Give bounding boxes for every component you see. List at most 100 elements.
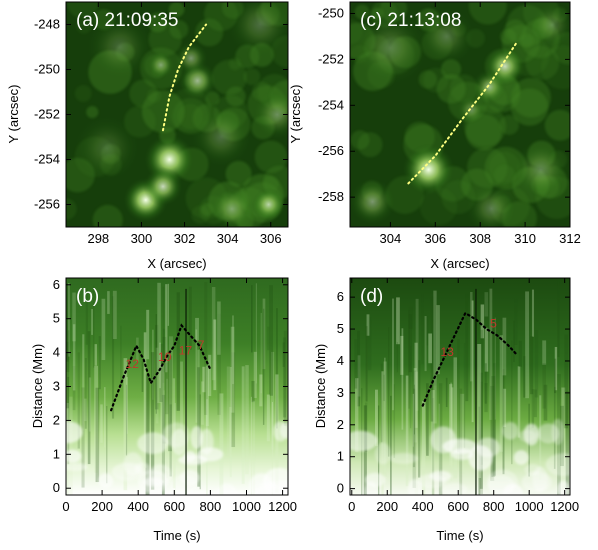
panel-d-ylabel: Distance (Mm): [313, 344, 328, 429]
texture-bright: [524, 463, 542, 476]
texture-streak: [465, 293, 469, 402]
x-tick-label: 1200: [268, 499, 297, 514]
panel-a-xticks: 298 300 302 304 306: [87, 2, 282, 246]
texture-streak: [418, 360, 421, 478]
texture-streak: [408, 309, 410, 409]
texture-streak: [269, 285, 273, 396]
texture-streak: [72, 292, 76, 342]
y-tick-label: 0: [53, 480, 60, 495]
texture-streak: [364, 402, 368, 452]
texture-streak: [91, 309, 93, 335]
jet-trace-line: [407, 42, 518, 185]
texture-streak: [396, 341, 399, 373]
x-tick-label: 310: [514, 231, 536, 246]
x-tick-label: 304: [380, 231, 402, 246]
texture-patch: [74, 85, 92, 102]
texture-streak: [357, 330, 360, 407]
texture-streak: [502, 317, 507, 376]
texture-streak: [408, 306, 413, 329]
texture-streak: [396, 297, 400, 345]
texture-streak: [479, 381, 483, 495]
texture-bright: [487, 475, 515, 495]
texture-streak: [197, 349, 200, 476]
texture-streak: [226, 366, 230, 456]
texture-streak: [534, 330, 539, 398]
y-tick-label: -250: [318, 5, 344, 20]
texture-patch: [92, 204, 123, 227]
texture-streak: [428, 333, 432, 364]
texture-streak: [123, 358, 128, 491]
texture-streak: [436, 305, 440, 375]
emission-feature: [456, 95, 486, 125]
texture-bright: [98, 473, 114, 489]
texture-patch: [225, 160, 252, 187]
texture-streak: [146, 309, 150, 360]
texture-streak: [245, 365, 249, 475]
panel-a: (a) 21:09:35 298 300 302 304 306 -248 -250 -25…: [6, 1, 289, 271]
emission-feature: [402, 143, 455, 196]
texture-streak: [81, 387, 85, 488]
y-tick-label: 3: [53, 379, 60, 394]
texture-streak: [266, 394, 270, 442]
texture-streak: [83, 398, 87, 422]
texture-streak: [205, 365, 209, 427]
texture-streak: [88, 377, 92, 432]
texture-patch: [354, 4, 370, 20]
texture-streak: [424, 316, 427, 372]
texture-streak: [471, 300, 474, 423]
panel-c-trace: [407, 42, 518, 185]
texture-patch: [67, 2, 99, 19]
panel-d-texture: [350, 278, 570, 495]
texture-streak: [150, 352, 155, 490]
texture-streak: [101, 298, 106, 361]
x-tick-label: 1000: [232, 499, 261, 514]
texture-streak: [414, 371, 419, 495]
texture-streak: [276, 308, 278, 429]
texture-bright: [66, 462, 88, 471]
texture-streak: [143, 332, 147, 468]
panel-d-yticks: 0 1 2 3 4 5 6: [337, 289, 570, 496]
texture-streak: [267, 326, 270, 351]
y-tick-label: 1: [53, 446, 60, 461]
emission-feature: [528, 2, 570, 49]
texture-streak: [162, 286, 165, 383]
x-tick-label: 400: [127, 499, 149, 514]
speed-label: 12: [126, 357, 140, 371]
texture-streak: [449, 384, 453, 466]
texture-streak: [169, 336, 173, 423]
x-tick-label: 200: [376, 499, 398, 514]
emission-feature: [252, 89, 288, 140]
texture-streak: [460, 393, 465, 474]
texture-streak: [357, 355, 361, 397]
texture-streak: [405, 375, 409, 487]
texture-patch: [499, 115, 519, 135]
panel-a-title: (a) 21:09:35: [76, 10, 178, 31]
texture-bright: [502, 421, 519, 440]
emission-feature: [417, 7, 476, 66]
texture-streak: [484, 383, 488, 413]
emission-feature: [174, 41, 208, 76]
panel-a-yticks: -248 -250 -252 -254 -256: [34, 17, 288, 212]
texture-streak: [282, 337, 286, 418]
texture-streak: [470, 291, 473, 382]
texture-streak: [499, 335, 503, 452]
texture-streak: [72, 324, 76, 391]
texture-patch: [540, 45, 570, 90]
texture-streak: [126, 376, 128, 434]
texture-streak: [564, 334, 569, 429]
texture-streak: [374, 389, 378, 447]
panel-c-image: [350, 2, 570, 227]
texture-streak: [100, 404, 103, 443]
texture-streak: [180, 361, 183, 442]
x-tick-label: 308: [469, 231, 491, 246]
texture-streak: [229, 407, 232, 458]
texture-bright: [134, 462, 151, 475]
panel-c-ylabel: Y (arcsec): [288, 85, 303, 144]
texture-streak: [66, 330, 70, 373]
texture-streak: [165, 284, 168, 373]
texture-bright: [216, 483, 237, 495]
speed-label: 5: [490, 316, 497, 330]
texture-streak: [525, 291, 529, 399]
texture-streak: [120, 325, 122, 385]
y-tick-label: -256: [34, 197, 60, 212]
